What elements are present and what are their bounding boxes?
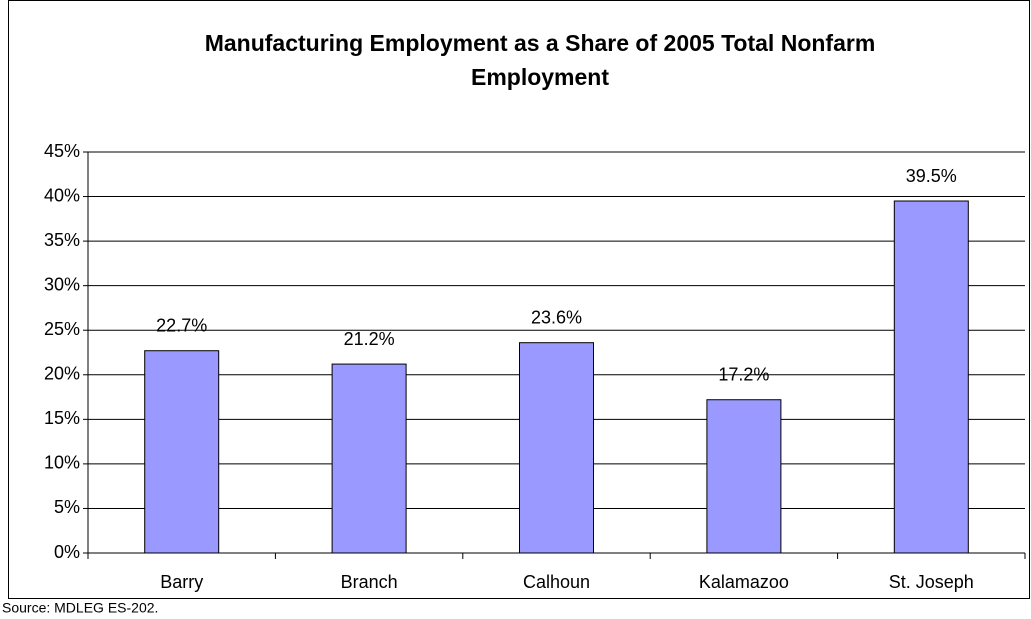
data-label: 23.6%	[531, 307, 582, 327]
chart-title: Manufacturing Employment as a Share of 2…	[204, 30, 876, 90]
bar	[144, 350, 220, 554]
x-tick-label: Calhoun	[523, 572, 590, 592]
bar	[519, 342, 594, 554]
y-tick-label: 35%	[44, 230, 80, 250]
y-tick-label: 5%	[54, 497, 80, 517]
data-label: 39.5%	[906, 166, 957, 186]
y-tick-label: 45%	[44, 141, 80, 161]
y-tick-label: 10%	[44, 453, 80, 473]
x-tick-label: St. Joseph	[889, 572, 974, 592]
bar	[893, 200, 969, 554]
x-tick-label: Branch	[341, 572, 398, 592]
y-tick-label: 15%	[44, 408, 80, 428]
y-tick-label: 40%	[44, 185, 80, 205]
data-label: 17.2%	[718, 364, 769, 384]
data-label: 21.2%	[344, 329, 395, 349]
bar	[706, 399, 782, 554]
x-tick-label: Kalamazoo	[699, 572, 789, 592]
x-tick-label: Barry	[160, 572, 203, 592]
data-label: 22.7%	[156, 315, 207, 335]
y-tick-label: 0%	[54, 542, 80, 562]
y-tick-label: 30%	[44, 274, 80, 294]
y-tick-label: 20%	[44, 364, 80, 384]
bar	[331, 363, 407, 554]
source-note: Source: MDLEG ES-202.	[2, 600, 158, 616]
y-tick-label: 25%	[44, 319, 80, 339]
